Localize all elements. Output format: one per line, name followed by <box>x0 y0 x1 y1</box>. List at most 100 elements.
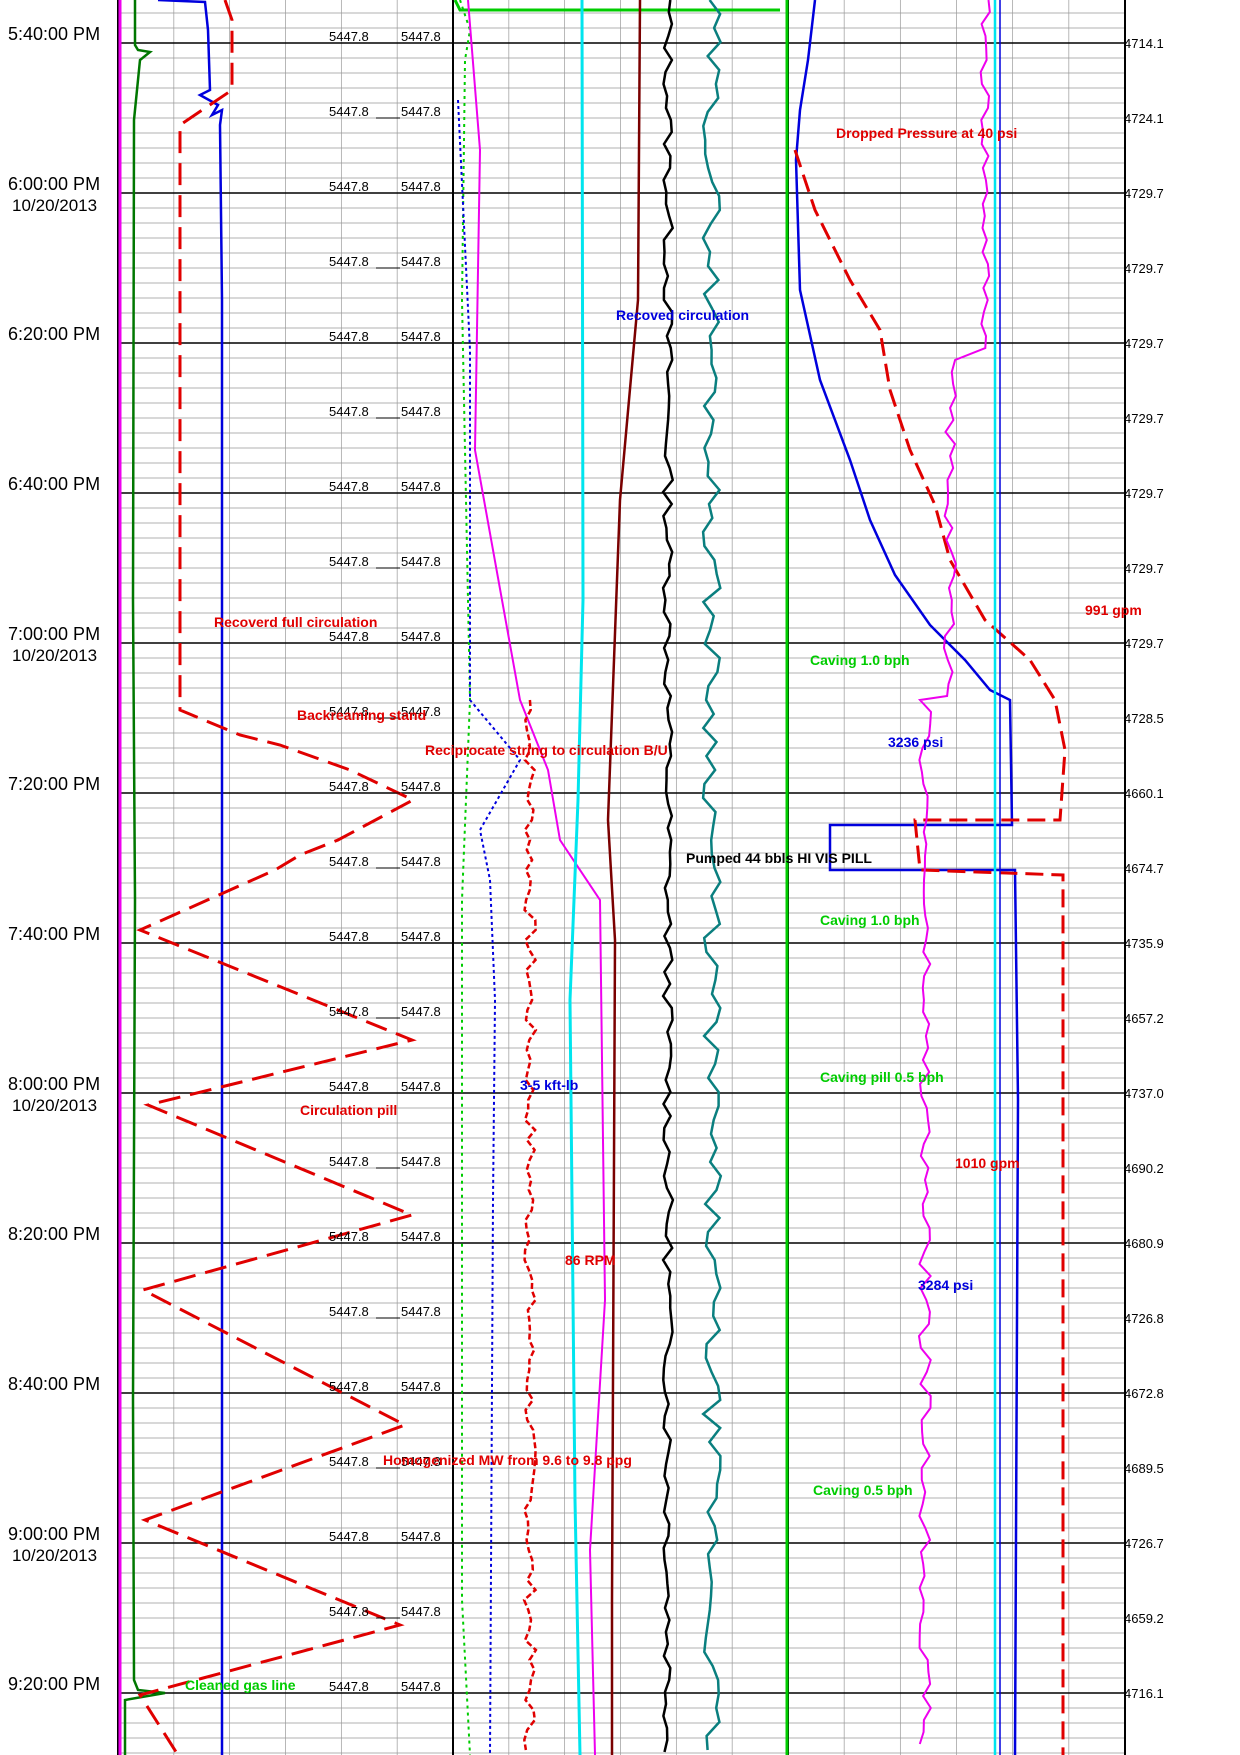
right-value-label: 4724.1 <box>1124 111 1164 126</box>
depth-label-1: 5447.8 <box>329 29 369 44</box>
time-tick-label: 9:20:00 PM <box>8 1674 100 1694</box>
depth-label-1: 5447.8 <box>329 704 369 719</box>
depth-label-2: 5447.8 <box>401 29 441 44</box>
depth-column-1: 5447.8 5447.8 5447.8 5447.8 5447.8 5447.8 5447… <box>329 29 400 1694</box>
green-top-curve <box>453 0 780 12</box>
time-tick-label: 8:00:00 PM <box>8 1074 100 1094</box>
right-value-label: 4737.0 <box>1124 1086 1164 1101</box>
annotation-label: 3-5 kft-lb <box>520 1077 578 1093</box>
right-value-label: 4729.7 <box>1124 486 1164 501</box>
depth-label-1: 5447.8 <box>329 854 369 869</box>
time-tick-label: 8:40:00 PM <box>8 1374 100 1394</box>
right-value-label: 4726.7 <box>1124 1536 1164 1551</box>
right-value-label: 4690.2 <box>1124 1161 1164 1176</box>
right-value-axis: 4714.1 4724.1 4729.7 4729.7 4729.7 4729.7 4729… <box>1124 36 1164 1701</box>
time-tick-label: 5:40:00 PM <box>8 24 100 44</box>
black-curve <box>661 0 675 1753</box>
annotation-label: Caving 1.0 bph <box>820 912 920 928</box>
right-value-label: 4728.5 <box>1124 711 1164 726</box>
time-tick-label: 7:40:00 PM <box>8 924 100 944</box>
depth-label-2: 5447.8 <box>401 329 441 344</box>
right-value-label: 4729.7 <box>1124 336 1164 351</box>
right-value-label: 4680.9 <box>1124 1236 1164 1251</box>
depth-label-2: 5447.8 <box>401 254 441 269</box>
depth-label-1: 5447.8 <box>329 479 369 494</box>
depth-label-2: 5447.8 <box>401 1529 441 1544</box>
depth-label-1: 5447.8 <box>329 404 369 419</box>
depth-label-1: 5447.8 <box>329 1004 369 1019</box>
depth-label-1: 5447.8 <box>329 929 369 944</box>
time-tick-label: 7:20:00 PM <box>8 774 100 794</box>
annotation-label: Backreaming stand <box>297 707 426 723</box>
annotation-label: Pumped 44 bbls HI VIS PILL <box>686 850 872 866</box>
depth-label-1: 5447.8 <box>329 329 369 344</box>
depth-label-2: 5447.8 <box>401 104 441 119</box>
right-value-label: 4729.7 <box>1124 636 1164 651</box>
depth-label-2: 5447.8 <box>401 1454 441 1469</box>
annotation-label: Caving 0.5 bph <box>813 1482 913 1498</box>
depth-label-2: 5447.8 <box>401 629 441 644</box>
depth-label-2: 5447.8 <box>401 929 441 944</box>
time-tick-label: 6:40:00 PM <box>8 474 100 494</box>
gas-curve <box>123 0 166 1755</box>
depth-label-2: 5447.8 <box>401 854 441 869</box>
right-value-label: 4660.1 <box>1124 786 1164 801</box>
annotation-label: 86 RPM <box>565 1252 616 1268</box>
depth-label-1: 5447.8 <box>329 629 369 644</box>
blue-left-curve <box>157 0 224 1755</box>
brown-curve <box>606 0 642 1755</box>
annotations: Dropped Pressure at 40 psi Recoved circul… <box>185 125 1142 1693</box>
annotation-label: Recoverd full circulation <box>214 614 377 630</box>
depth-label-1: 5447.8 <box>329 1454 369 1469</box>
depth-label-2: 5447.8 <box>401 404 441 419</box>
depth-label-2: 5447.8 <box>401 1379 441 1394</box>
annotation-label: Circulation pill <box>300 1102 397 1118</box>
annotation-label: Caving 1.0 bph <box>810 652 910 668</box>
annotation-label: Recoved circulation <box>616 307 749 323</box>
date-tick-label: 10/20/2013 <box>12 646 97 665</box>
magenta-track3-curve <box>917 0 991 1745</box>
date-tick-label: 10/20/2013 <box>12 1546 97 1565</box>
depth-label-2: 5447.8 <box>401 179 441 194</box>
depth-label-1: 5447.8 <box>329 1379 369 1394</box>
date-tick-label: 10/20/2013 <box>12 196 97 215</box>
flow-out-curve <box>136 0 417 1755</box>
major-grid <box>118 42 1125 1694</box>
time-tick-label: 8:20:00 PM <box>8 1224 100 1244</box>
depth-label-2: 5447.8 <box>401 1079 441 1094</box>
rpm-curve <box>522 699 538 1751</box>
depth-label-1: 5447.8 <box>329 1679 369 1694</box>
depth-label-2: 5447.8 <box>401 779 441 794</box>
cyan-curve <box>568 0 585 1755</box>
right-value-label: 4672.8 <box>1124 1386 1164 1401</box>
depth-label-2: 5447.8 <box>401 1604 441 1619</box>
depth-label-1: 5447.8 <box>329 104 369 119</box>
annotation-label: 3284 psi <box>918 1277 973 1293</box>
depth-label-2: 5447.8 <box>401 704 441 719</box>
annotation-label: 991 gpm <box>1085 602 1142 618</box>
depth-label-2: 5447.8 <box>401 1304 441 1319</box>
annotation-label: Cleaned gas line <box>185 1677 296 1693</box>
annotation-label: Caving pill 0.5 bph <box>820 1069 944 1085</box>
time-axis: 5:40:00 PM 6:00:00 PM 10/20/2013 6:20:00 PM… <box>8 24 100 1694</box>
depth-label-2: 5447.8 <box>401 1004 441 1019</box>
depth-label-1: 5447.8 <box>329 1304 369 1319</box>
right-value-label: 4716.1 <box>1124 1686 1164 1701</box>
annotation-label: Reciprocate string to circulation B/U <box>425 742 668 758</box>
teal-curve <box>701 0 723 1751</box>
depth-label-1: 5447.8 <box>329 254 369 269</box>
right-value-label: 4729.7 <box>1124 561 1164 576</box>
depth-label-1: 5447.8 <box>329 1154 369 1169</box>
right-value-label: 4689.5 <box>1124 1461 1164 1476</box>
time-tick-label: 7:00:00 PM <box>8 624 100 644</box>
green-dotted-curve <box>459 0 472 1755</box>
annotation-label: 1010 gpm <box>955 1155 1020 1171</box>
right-value-label: 4659.2 <box>1124 1611 1164 1626</box>
annotation-label: Homogenized MW from 9.6 to 9.8 ppg <box>383 1452 632 1468</box>
depth-label-1: 5447.8 <box>329 1529 369 1544</box>
time-tick-label: 6:20:00 PM <box>8 324 100 344</box>
curves <box>118 0 1067 1755</box>
magenta-track2-curve <box>467 0 607 1755</box>
depth-label-2: 5447.8 <box>401 479 441 494</box>
